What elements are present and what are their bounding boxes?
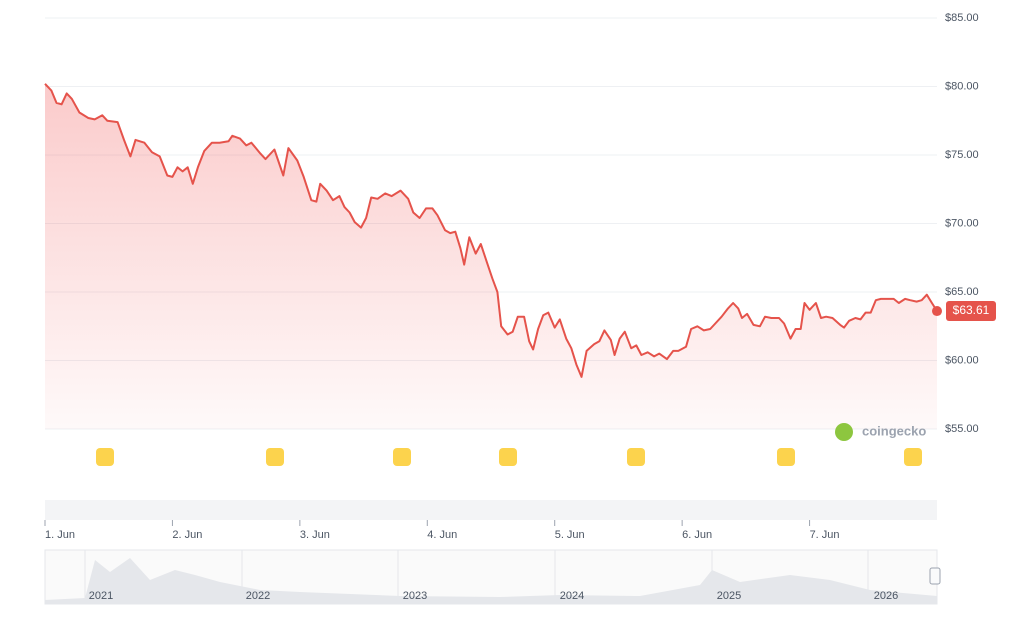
x-tick-label: 2. Jun xyxy=(172,529,202,541)
x-tick-label: 5. Jun xyxy=(555,529,585,541)
navigator[interactable] xyxy=(44,549,941,605)
navigator-label: 2025 xyxy=(717,590,741,602)
y-tick-label: $55.00 xyxy=(945,423,979,435)
navigator-label: 2024 xyxy=(560,590,584,602)
last-value-badge xyxy=(946,301,996,322)
price-area xyxy=(45,83,937,430)
y-tick-label: $70.00 xyxy=(945,217,979,229)
navigator-label: 2021 xyxy=(89,590,113,602)
watermark-logo xyxy=(835,423,853,441)
navigator-label: 2026 xyxy=(874,590,898,602)
navigator-label: 2022 xyxy=(246,590,270,602)
y-tick-label: $60.00 xyxy=(945,354,979,366)
y-tick-label: $65.00 xyxy=(945,286,979,298)
volume-strip xyxy=(45,500,937,520)
navigator-label: 2023 xyxy=(403,590,427,602)
y-tick-label: $80.00 xyxy=(945,80,979,92)
last-point xyxy=(932,306,942,317)
event-marker[interactable] xyxy=(266,448,284,466)
navigator-handle[interactable] xyxy=(929,567,941,585)
y-tick-label: $75.00 xyxy=(945,149,979,161)
event-marker[interactable] xyxy=(393,448,411,466)
event-marker[interactable] xyxy=(904,448,922,466)
x-tick-label: 4. Jun xyxy=(427,529,457,541)
watermark: coingecko xyxy=(862,423,926,438)
x-tick-label: 1. Jun xyxy=(45,529,75,541)
event-marker[interactable] xyxy=(499,448,517,466)
x-tick-label: 6. Jun xyxy=(682,529,712,541)
event-markers xyxy=(96,448,922,466)
x-tick-label: 7. Jun xyxy=(810,529,840,541)
event-marker[interactable] xyxy=(96,448,114,466)
price-line xyxy=(44,83,938,378)
last-value-label: $63.61 xyxy=(953,303,990,317)
x-tick-label: 3. Jun xyxy=(300,529,330,541)
event-marker[interactable] xyxy=(777,448,795,466)
y-tick-label: $85.00 xyxy=(945,12,979,24)
event-marker[interactable] xyxy=(627,448,645,466)
